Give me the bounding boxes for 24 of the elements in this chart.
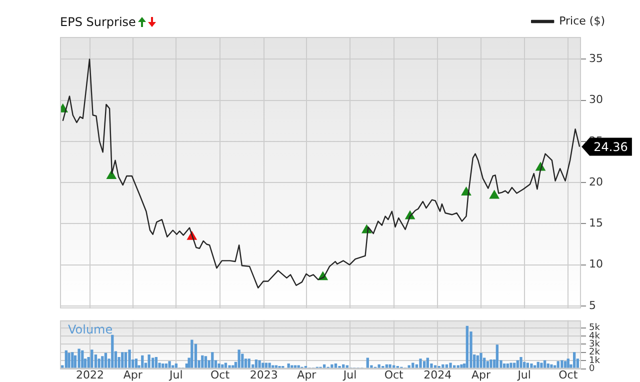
x-tick-label: 2023 [250, 368, 278, 382]
x-tick-label: Oct [210, 368, 230, 382]
annotation: 24.36 [594, 140, 628, 154]
y-tick-label: 0 [589, 364, 595, 374]
y-tick-label: 10 [589, 258, 603, 271]
legend-label: Price ($) [559, 14, 606, 28]
series-label: Volume [68, 322, 113, 337]
x-tick-label: Oct [558, 368, 578, 382]
x-tick-label: Jul [516, 368, 531, 382]
y-tick-label: 1k [589, 356, 601, 366]
y-tick-label: 5 [589, 298, 596, 312]
text: EPS Surprise [60, 15, 136, 29]
x-tick-label: Apr [123, 368, 143, 382]
x-tick-label: 2024 [424, 368, 452, 382]
x-tick-label: 2022 [76, 368, 104, 382]
y-tick-label: 20 [589, 175, 603, 188]
y-tick-label: 30 [589, 93, 603, 106]
y-tick-label: 15 [589, 216, 603, 230]
x-tick-label: Jul [168, 368, 183, 382]
x-tick-label: Apr [297, 368, 317, 382]
y-tick-label: 35 [589, 52, 603, 66]
x-tick-label: Jul [342, 368, 357, 382]
x-tick-label: Oct [384, 368, 404, 382]
x-tick-label: Apr [471, 368, 491, 382]
